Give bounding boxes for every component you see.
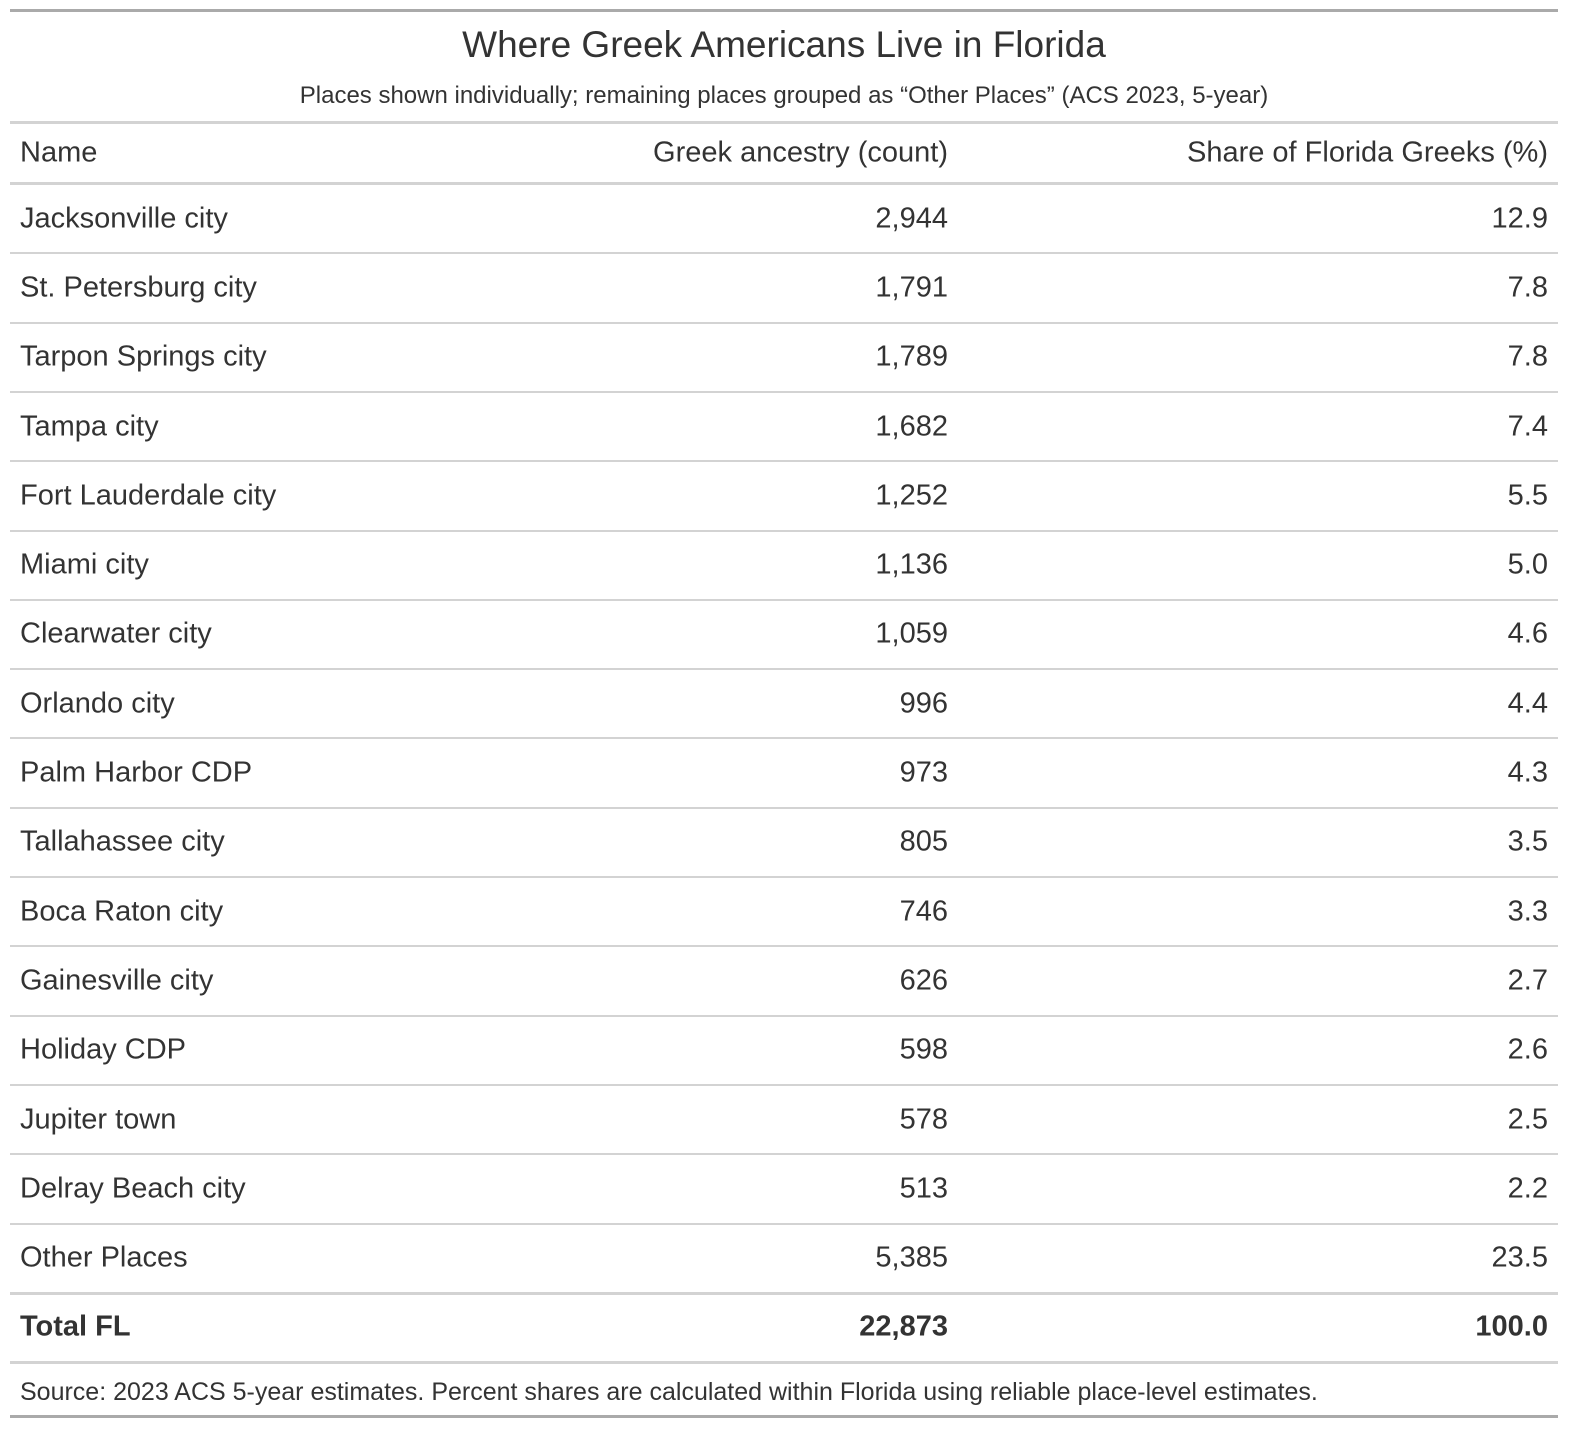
table-cell: 578 (899, 1103, 948, 1136)
table-bottom-rule (10, 1361, 1558, 1365)
table-cell: 7.8 (1507, 340, 1548, 373)
table-cell: 996 (899, 687, 948, 720)
table-cell: Other Places (20, 1241, 188, 1274)
subtitle: Places shown individually; remaining pla… (299, 82, 1269, 109)
table-cell: 5.0 (1507, 548, 1548, 581)
table-cell: 2.7 (1507, 964, 1548, 997)
row-rule (10, 945, 1558, 948)
table-cell: Tampa city (20, 410, 159, 443)
title: Where Greek Americans Live in Florida (462, 24, 1106, 65)
table-cell: 746 (899, 895, 948, 928)
row-rule (10, 529, 1558, 532)
table-cell: 1,252 (875, 479, 948, 512)
table-cell: 2.2 (1507, 1172, 1548, 1205)
table-cell: 973 (899, 756, 948, 789)
row-rule (10, 668, 1558, 671)
row-rule (10, 252, 1558, 255)
table-cell: 3.5 (1507, 825, 1548, 858)
table-cell: Fort Lauderdale city (20, 479, 277, 512)
row-rule (10, 390, 1558, 393)
table-cell: 4.3 (1507, 756, 1548, 789)
table-cell: Holiday CDP (20, 1033, 186, 1066)
row-rule (10, 1014, 1558, 1017)
table-cell: 7.4 (1507, 410, 1548, 443)
table-cell: 513 (899, 1172, 948, 1205)
table-cell: 1,682 (875, 410, 948, 443)
total-cell: 22,873 (859, 1310, 948, 1343)
row-rule (10, 460, 1558, 463)
row-rule (10, 1222, 1558, 1225)
table-cell: 1,789 (875, 340, 948, 373)
table-cell: Gainesville city (20, 964, 214, 997)
table-cell: St. Petersburg city (20, 271, 257, 304)
column-header: Greek ancestry (count) (653, 136, 948, 169)
table-cell: 2,944 (875, 202, 948, 235)
top-border (10, 9, 1558, 12)
table-cell: 598 (899, 1033, 948, 1066)
total-cell: Total FL (20, 1310, 131, 1343)
column-header: Name (20, 136, 98, 169)
total-cell: 100.0 (1475, 1310, 1548, 1343)
table-cell: Palm Harbor CDP (20, 756, 253, 789)
table-cell: 1,791 (875, 271, 948, 304)
row-rule (10, 1083, 1558, 1086)
row-rule (10, 1153, 1558, 1156)
table-cell: 2.5 (1507, 1103, 1548, 1136)
table-cell: 2.6 (1507, 1033, 1548, 1066)
table-cell: Orlando city (20, 687, 175, 720)
table-cell: 4.6 (1507, 617, 1548, 650)
table-cell: 5.5 (1507, 479, 1548, 512)
column-header-rule (10, 182, 1558, 185)
table-cell: Jupiter town (20, 1103, 177, 1136)
table-cell: Boca Raton city (20, 895, 224, 928)
source-note: Source: 2023 ACS 5-year estimates. Perce… (20, 1378, 1318, 1406)
table-cell: 7.8 (1507, 271, 1548, 304)
table-cell: 5,385 (875, 1241, 948, 1274)
table-cell: Tallahassee city (20, 825, 225, 858)
row-rule (10, 598, 1558, 601)
table-cell: Miami city (20, 548, 149, 581)
row-rule (10, 806, 1558, 809)
table-cell: 23.5 (1491, 1241, 1548, 1274)
table-cell: 626 (899, 964, 948, 997)
table-cell: 12.9 (1491, 202, 1548, 235)
table-cell: 805 (899, 825, 948, 858)
column-header: Share of Florida Greeks (%) (1186, 136, 1548, 169)
total-rule (10, 1291, 1558, 1295)
row-rule (10, 737, 1558, 740)
table-cell: Tarpon Springs city (20, 340, 267, 373)
table-cell: 3.3 (1507, 895, 1548, 928)
table-cell: Delray Beach city (20, 1172, 246, 1205)
table-cell: 4.4 (1507, 687, 1548, 720)
row-rule (10, 321, 1558, 324)
header-rule (10, 121, 1558, 124)
bottom-border (10, 1415, 1558, 1418)
table-cell: 1,136 (875, 548, 948, 581)
row-rule (10, 876, 1558, 878)
table-cell: Jacksonville city (20, 202, 228, 235)
table-cell: 1,059 (875, 617, 948, 650)
table-cell: Clearwater city (20, 617, 212, 650)
